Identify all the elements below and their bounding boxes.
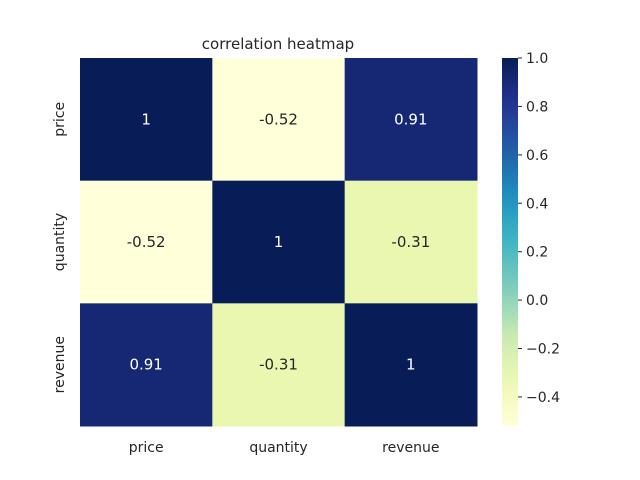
x-tick-label: quantity <box>249 440 307 456</box>
y-tick-label: revenue <box>52 336 68 393</box>
colorbar-tick-label: 1.0 <box>526 51 548 67</box>
heatmap-cells <box>80 58 478 427</box>
cell-value-label: -0.52 <box>259 110 298 128</box>
x-tick-label: revenue <box>382 440 439 456</box>
cell-value-label: 0.91 <box>129 356 162 374</box>
x-axis-tick-labels: price quantity revenue <box>129 440 440 456</box>
heatmap-cell-labels: 1 -0.52 0.91 -0.52 1 -0.31 0.91 -0.31 1 <box>127 110 430 373</box>
cell-value-label: 1 <box>141 110 151 128</box>
heatmap-cell-revenue-quantity <box>212 303 346 427</box>
cell-value-label: 1 <box>274 233 284 251</box>
cell-value-label: -0.52 <box>127 233 166 251</box>
cell-value-label: 1 <box>406 356 416 374</box>
y-axis-tick-labels: price quantity revenue <box>52 102 68 393</box>
heatmap-cell-quantity-revenue <box>344 180 478 304</box>
heatmap-cell-quantity-quantity <box>212 180 346 304</box>
colorbar: 1.0 0.8 0.6 0.4 0.2 0.0 −0.2 −0.4 <box>502 51 560 426</box>
heatmap-cell-quantity-price <box>80 180 213 304</box>
heatmap-cell-price-revenue <box>344 58 478 182</box>
colorbar-tick-label: 0.8 <box>526 99 548 115</box>
cell-value-label: -0.31 <box>391 233 430 251</box>
colorbar-tick-label: 0.0 <box>526 293 548 309</box>
chart-title: correlation heatmap <box>202 35 354 53</box>
heatmap-cell-revenue-price <box>80 303 213 427</box>
cell-value-label: 0.91 <box>394 110 427 128</box>
colorbar-tick-label: 0.4 <box>526 196 548 212</box>
heatmap-cell-price-price <box>80 58 213 182</box>
y-tick-label: price <box>52 102 68 137</box>
heatmap-cell-price-quantity <box>212 58 346 182</box>
colorbar-tick-label: −0.4 <box>526 390 560 406</box>
y-tick-label: quantity <box>52 213 68 271</box>
colorbar-ticks: 1.0 0.8 0.6 0.4 0.2 0.0 −0.2 −0.4 <box>518 51 560 406</box>
x-tick-label: price <box>129 440 164 456</box>
colorbar-gradient <box>502 58 518 426</box>
cell-value-label: -0.31 <box>259 356 298 374</box>
heatmap-cell-revenue-revenue <box>344 303 478 427</box>
colorbar-tick-label: 0.6 <box>526 148 548 164</box>
colorbar-tick-label: −0.2 <box>526 342 560 358</box>
colorbar-tick-label: 0.2 <box>526 245 548 261</box>
